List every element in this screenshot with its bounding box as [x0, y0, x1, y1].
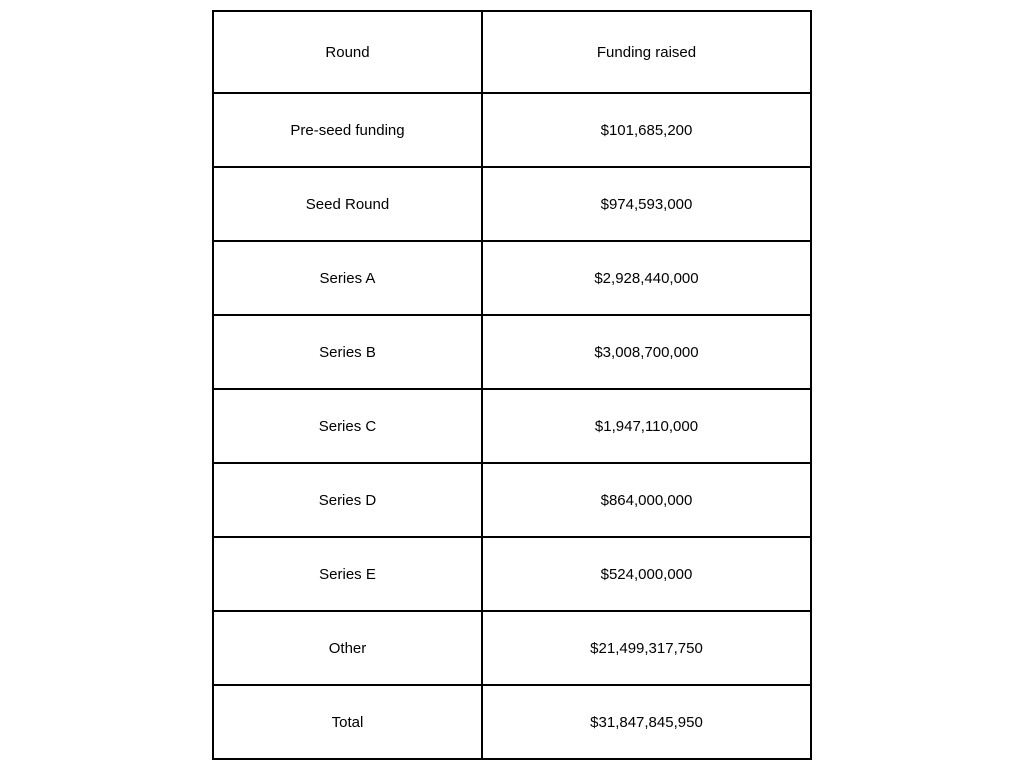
table-row: Series C $1,947,110,000	[213, 389, 811, 463]
table-row: Seed Round $974,593,000	[213, 167, 811, 241]
cell-amount: $2,928,440,000	[482, 241, 811, 315]
table-row: Total $31,847,845,950	[213, 685, 811, 759]
table-row: Other $21,499,317,750	[213, 611, 811, 685]
table-header-row: Round Funding raised	[213, 11, 811, 93]
column-header-amount: Funding raised	[482, 11, 811, 93]
table-row: Series D $864,000,000	[213, 463, 811, 537]
cell-amount: $1,947,110,000	[482, 389, 811, 463]
cell-round: Series A	[213, 241, 482, 315]
table-row: Series B $3,008,700,000	[213, 315, 811, 389]
table-body: Pre-seed funding $101,685,200 Seed Round…	[213, 93, 811, 759]
cell-amount: $864,000,000	[482, 463, 811, 537]
table-row: Series A $2,928,440,000	[213, 241, 811, 315]
column-header-round: Round	[213, 11, 482, 93]
cell-round: Series D	[213, 463, 482, 537]
cell-round: Pre-seed funding	[213, 93, 482, 167]
cell-amount: $31,847,845,950	[482, 685, 811, 759]
cell-amount: $101,685,200	[482, 93, 811, 167]
cell-round: Total	[213, 685, 482, 759]
table-row: Series E $524,000,000	[213, 537, 811, 611]
funding-table: Round Funding raised Pre-seed funding $1…	[212, 10, 812, 760]
table-header: Round Funding raised	[213, 11, 811, 93]
cell-round: Series E	[213, 537, 482, 611]
cell-round: Series C	[213, 389, 482, 463]
cell-amount: $974,593,000	[482, 167, 811, 241]
cell-round: Seed Round	[213, 167, 482, 241]
cell-amount: $21,499,317,750	[482, 611, 811, 685]
cell-amount: $524,000,000	[482, 537, 811, 611]
cell-round: Other	[213, 611, 482, 685]
cell-amount: $3,008,700,000	[482, 315, 811, 389]
table-row: Pre-seed funding $101,685,200	[213, 93, 811, 167]
cell-round: Series B	[213, 315, 482, 389]
